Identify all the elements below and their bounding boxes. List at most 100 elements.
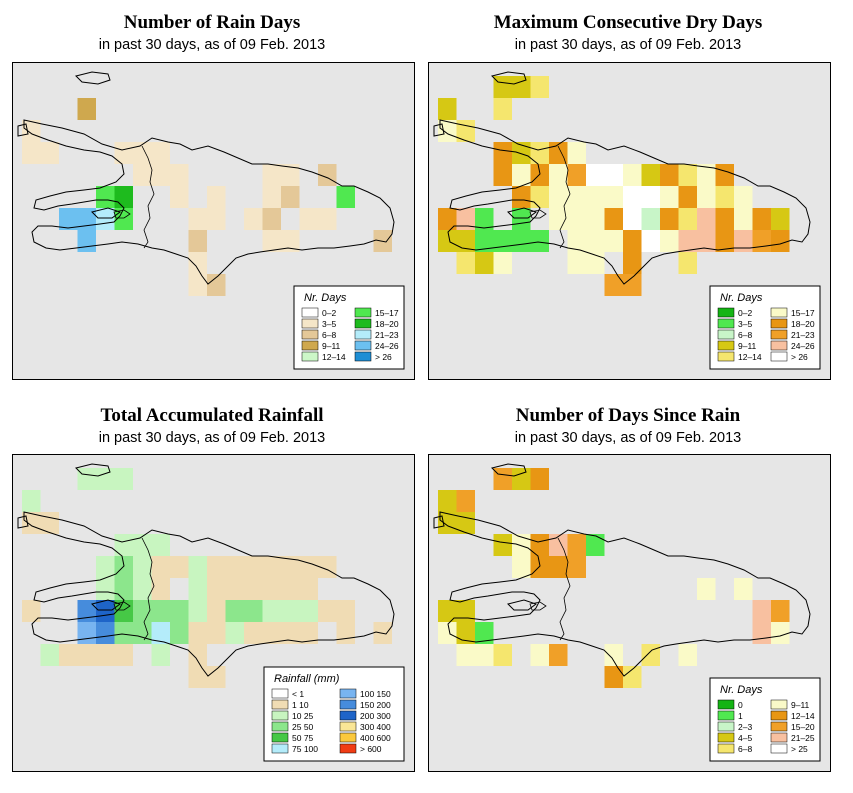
grid-cell [660,208,679,230]
grid-cell [697,208,716,230]
legend-label: 24–26 [791,341,815,351]
legend-title: Nr. Days [720,292,763,304]
grid-cell [188,274,207,296]
lake-outline [529,601,547,611]
grid-cell [188,208,207,230]
legend-swatch [271,710,289,721]
grid-cell [133,142,152,164]
grid-cell [262,186,281,208]
grid-cell [456,120,475,142]
grid-cell [623,164,642,186]
national-border [557,145,571,249]
grid-cell [456,490,475,512]
legend-label: 21–23 [375,330,399,340]
legend-swatch [271,688,289,699]
grid-cell [151,534,170,556]
grid-cell [530,644,549,666]
grid-cell [77,98,96,120]
grid-cell [438,98,457,120]
legend-title: Nr. Days [720,684,763,696]
grid-cell [493,468,512,490]
grid-cell [281,556,300,578]
grid-cell [225,578,244,600]
legend-label: 9–11 [322,341,341,351]
coastline-path [491,71,527,85]
grid-cell [752,622,771,644]
grid-cell [493,98,512,120]
grid-cell [715,164,734,186]
grid-cell [456,622,475,644]
legend-swatch [770,340,788,351]
grid-cell [660,230,679,252]
legend-swatch [301,340,319,351]
grid-cell [225,556,244,578]
grid-cell [586,230,605,252]
grid-cell [438,208,457,230]
grid-cell [530,534,549,556]
grid-cell [96,578,115,600]
grid-cell [697,578,716,600]
grid-cell [77,468,96,490]
legend-label: 18–20 [375,319,399,329]
legend-swatch [770,699,788,710]
grid-cell [22,142,41,164]
grid-cell [77,600,96,622]
map-since-rain: Nr. Days 012–34–56–8 9–1112–1415–2021–25> … [428,454,831,772]
grid-cell [151,142,170,164]
grid-cell [715,186,734,208]
coastline-path [91,599,122,611]
grid-cell [604,186,623,208]
grid-cell [207,556,226,578]
grid-cell [623,252,642,274]
grid-cell [567,164,586,186]
grid-cell [493,142,512,164]
grid-cell [512,208,531,230]
grid-cell [262,600,281,622]
grid-cell [678,164,697,186]
grid-cell [96,644,115,666]
legend-swatch [339,688,357,699]
legend-swatch [717,699,735,710]
legend-swatch [770,710,788,721]
grid-cell [530,186,549,208]
data-grid [22,468,392,688]
legend-label: 15–20 [791,722,815,732]
legend-swatch [717,351,735,362]
coastline-path [507,207,538,219]
coastline-path [75,71,111,85]
grid-cell [512,186,531,208]
grid-cell [567,142,586,164]
grid-cell [678,230,697,252]
grid-cell [530,230,549,252]
legend-label: 0–2 [738,308,752,318]
legend-title: Nr. Days [304,292,347,304]
panel-subtitle-rainfall: in past 30 days, as of 09 Feb. 2013 [98,430,326,446]
lake-outline [113,209,131,219]
legend-label: > 26 [375,352,392,362]
grid-cell [299,208,318,230]
grid-cell [660,186,679,208]
grid-cell [188,600,207,622]
grid-cell [281,622,300,644]
coastline-path [17,123,29,137]
legend-label: 12–14 [738,352,762,362]
coastline-path [491,463,527,477]
grid-cell [151,622,170,644]
grid-cell [715,208,734,230]
grid-cell [244,556,263,578]
legend-label: 18–20 [791,319,815,329]
grid-cell [734,578,753,600]
grid-cell [244,622,263,644]
grid-cell [281,230,300,252]
legend-label: < 1 [292,689,304,699]
grid-cell [207,274,226,296]
grid-cell [114,186,133,208]
coastline-path [439,511,811,677]
grid-cell [512,164,531,186]
grid-cell [771,622,790,644]
grid-cell [438,622,457,644]
grid-cell [567,208,586,230]
grid-cell [133,556,152,578]
